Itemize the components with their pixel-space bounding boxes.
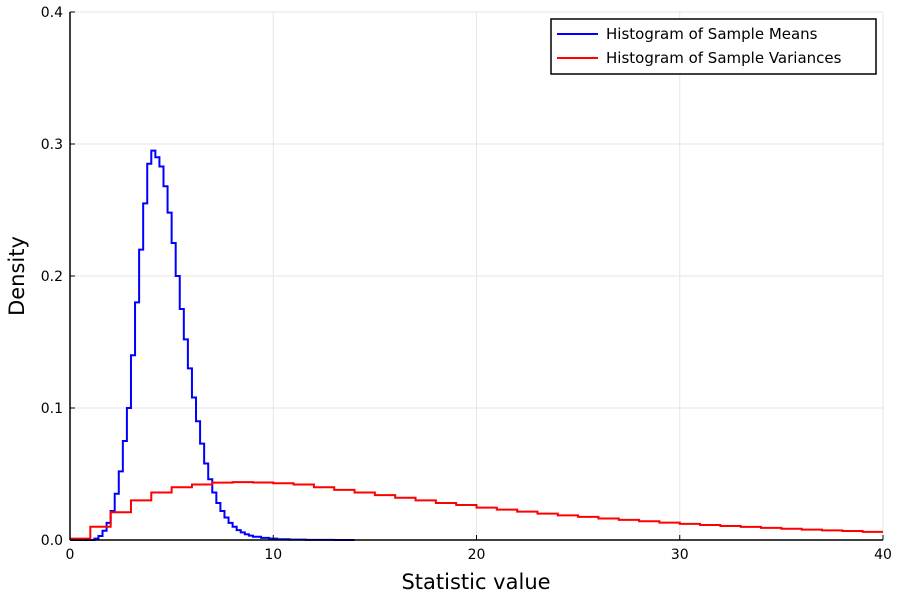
- series-layer: [70, 149, 883, 541]
- legend-box: [550, 18, 877, 75]
- x-tick-label: 10: [264, 547, 282, 563]
- y-tick-label: 0.0: [41, 533, 63, 549]
- y-ticks: 0.0 0.1 0.2 0.3 0.4: [41, 5, 75, 549]
- x-ticks: 0 10 20 30 40: [66, 535, 892, 563]
- legend-label-variances: Histogram of Sample Variances: [606, 49, 842, 67]
- x-tick-label: 20: [468, 547, 486, 563]
- y-tick-label: 0.3: [41, 137, 63, 153]
- y-tick-label: 0.4: [41, 5, 63, 21]
- series-line-sample-variances: [70, 481, 883, 540]
- series-line-sample-means: [70, 149, 355, 541]
- x-tick-label: 0: [66, 547, 75, 563]
- legend: Histogram of Sample Means Histogram of S…: [550, 18, 877, 75]
- legend-label-means: Histogram of Sample Means: [606, 25, 818, 43]
- x-axis-title: Statistic value: [401, 570, 550, 594]
- y-axis-title: Density: [5, 236, 29, 316]
- x-tick-label: 30: [671, 547, 689, 563]
- y-tick-label: 0.2: [41, 269, 63, 285]
- x-tick-label: 40: [874, 547, 892, 563]
- y-tick-label: 0.1: [41, 401, 63, 417]
